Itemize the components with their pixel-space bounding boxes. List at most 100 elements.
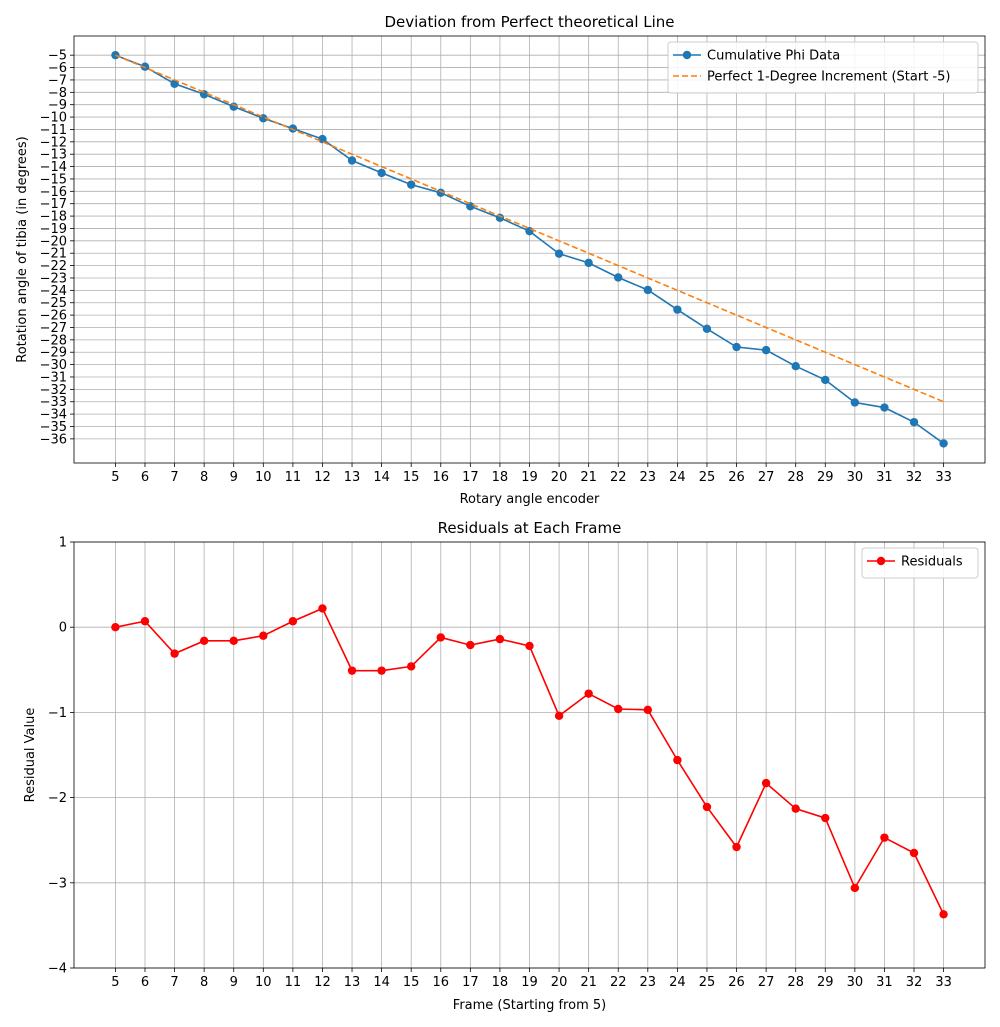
y-tick-label: −25 (40, 296, 67, 311)
x-tick-label: 12 (314, 975, 331, 990)
x-tick-label: 28 (787, 975, 804, 990)
x-tick-label: 15 (403, 470, 420, 485)
data-point (939, 910, 948, 919)
y-tick-label: −24 (40, 284, 67, 299)
data-point (761, 778, 771, 788)
y-tick-label: −7 (48, 73, 67, 88)
y-tick-label: −14 (40, 160, 67, 175)
bottom-chart-series (111, 604, 948, 919)
x-tick-label: 5 (111, 975, 119, 990)
top-chart-title: Deviation from Perfect theoretical Line (384, 13, 674, 31)
data-point (732, 842, 741, 852)
y-tick-label: −11 (40, 123, 67, 138)
x-tick-label: 14 (373, 470, 390, 485)
data-point (347, 156, 357, 165)
x-tick-label: 8 (200, 470, 208, 485)
x-tick-label: 32 (906, 975, 923, 990)
data-point (170, 649, 179, 658)
data-point (495, 213, 505, 223)
bottom-chart-title: Residuals at Each Frame (438, 519, 622, 537)
x-tick-label: 33 (935, 470, 952, 485)
y-tick-label: 1 (59, 536, 67, 551)
data-point (821, 375, 830, 385)
data-point (318, 604, 327, 613)
x-tick-label: 13 (344, 470, 361, 485)
x-tick-label: 26 (728, 470, 745, 485)
x-tick-label: 11 (285, 470, 302, 485)
x-tick-label: 19 (521, 975, 538, 990)
data-point (377, 168, 386, 178)
data-point (318, 134, 327, 144)
data-point (466, 640, 475, 650)
y-tick-label: −9 (48, 98, 67, 113)
data-point (673, 305, 682, 314)
x-tick-label: 16 (432, 975, 449, 990)
y-tick-label: −3 (48, 876, 67, 891)
x-tick-label: 16 (432, 470, 449, 485)
data-point (791, 362, 800, 371)
data-point (880, 403, 889, 412)
data-point (702, 324, 712, 334)
x-tick-label: 12 (314, 470, 331, 485)
y-tick-label: −20 (40, 234, 67, 249)
x-tick-label: 29 (817, 470, 834, 485)
y-tick-label: −28 (40, 333, 67, 348)
bottom-chart-grid (74, 541, 985, 969)
series-line (115, 54, 944, 403)
x-tick-label: 29 (817, 975, 834, 990)
x-tick-label: 20 (551, 975, 568, 990)
y-tick-label: −26 (40, 309, 67, 324)
x-tick-label: 28 (787, 470, 804, 485)
x-tick-label: 22 (610, 975, 627, 990)
data-point (199, 636, 209, 646)
x-tick-label: 21 (580, 975, 597, 990)
data-point (140, 617, 150, 626)
x-tick-label: 6 (141, 975, 149, 990)
y-tick-label: −15 (40, 172, 67, 187)
x-tick-label: 7 (170, 975, 178, 990)
data-point (347, 666, 357, 675)
x-tick-label: 15 (403, 975, 420, 990)
y-tick-label: −27 (40, 321, 67, 336)
data-point (821, 813, 830, 823)
y-tick-label: 0 (59, 621, 67, 636)
y-tick-label: −2 (48, 791, 67, 806)
y-tick-label: −29 (40, 346, 67, 361)
data-point (436, 188, 445, 198)
x-tick-label: 9 (230, 975, 238, 990)
data-point (702, 802, 712, 812)
x-tick-label: 10 (255, 975, 272, 990)
x-tick-label: 27 (758, 975, 775, 990)
bottom-chart-y-axis: 1 0 −1 −2 −3 −4 (48, 536, 74, 977)
x-tick-label: 31 (876, 470, 893, 485)
x-tick-label: 13 (344, 975, 361, 990)
y-tick-label: −16 (40, 185, 67, 200)
data-point (850, 883, 860, 893)
x-tick-label: 9 (230, 470, 238, 485)
data-point (939, 439, 948, 448)
x-tick-label: 33 (935, 975, 952, 990)
y-tick-label: −30 (40, 358, 67, 373)
top-chart-x-axis: 5 6 7 8 9 10 11 12 13 14 15 16 17 18 19 20 21 22 23 24 25 26 2… (111, 463, 952, 485)
x-tick-label: 17 (462, 470, 479, 485)
legend-marker (682, 50, 692, 60)
data-point (288, 617, 298, 626)
top-chart-x-axis-label: Rotary angle encoder (460, 492, 600, 507)
x-tick-label: 30 (847, 975, 864, 990)
data-point (909, 417, 919, 427)
legend-box (861, 547, 979, 579)
y-tick-label: −33 (40, 395, 67, 410)
data-point (525, 226, 534, 236)
data-point (436, 633, 445, 642)
data-point (909, 848, 919, 858)
x-tick-label: 8 (200, 975, 208, 990)
x-tick-label: 20 (551, 470, 568, 485)
x-tick-label: 25 (699, 975, 716, 990)
top-chart-grid (74, 36, 985, 463)
y-tick-label: −8 (48, 86, 67, 101)
data-point (643, 705, 653, 715)
y-tick-label: −1 (48, 706, 67, 721)
data-point (614, 273, 623, 282)
x-tick-label: 10 (255, 470, 272, 485)
